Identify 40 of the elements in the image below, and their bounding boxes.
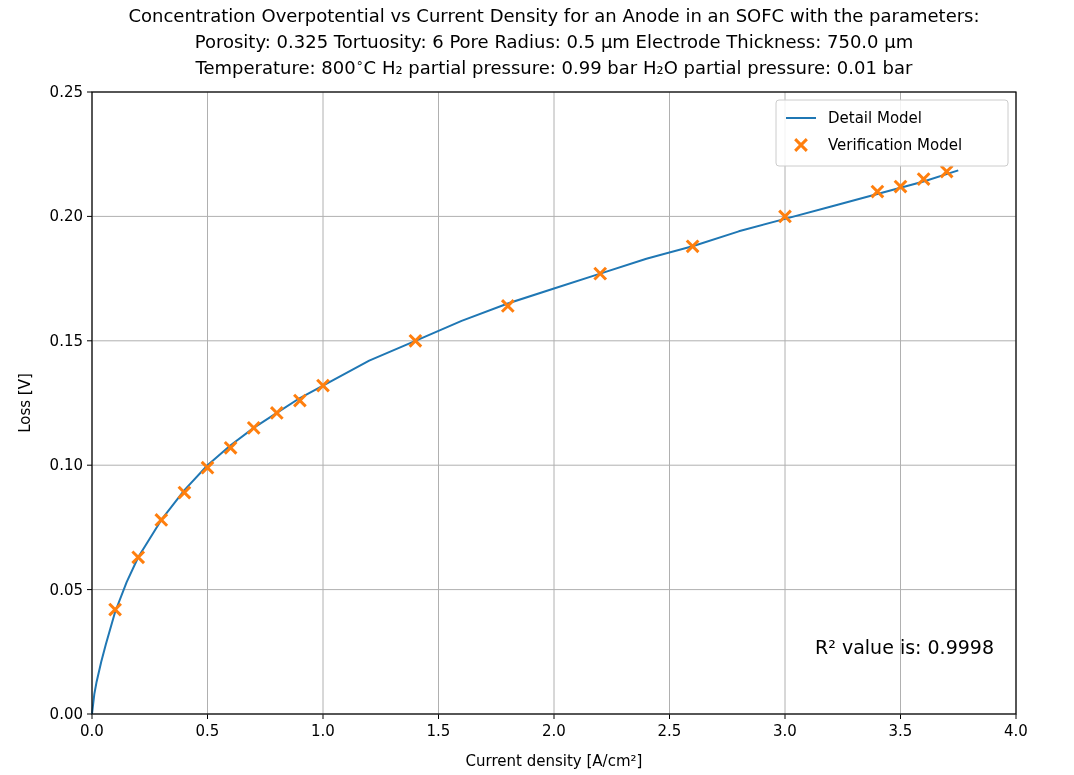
point [500, 298, 516, 314]
point [685, 238, 700, 254]
point [269, 405, 285, 421]
point [246, 420, 262, 436]
x-tick-label: 3.0 [773, 722, 797, 740]
x-tick-label: 1.0 [311, 722, 335, 740]
x-tick-label: 0.5 [195, 722, 220, 740]
point [223, 440, 238, 456]
y-axis-title: Loss [V] [16, 373, 34, 433]
point [893, 179, 908, 194]
y-tick-label: 0.20 [49, 207, 83, 226]
y-tick-label: 0.15 [49, 331, 83, 350]
point [592, 266, 608, 281]
point [870, 184, 885, 199]
y-tick-label: 0.00 [49, 705, 83, 723]
annotation: R² value is: 0.9998 [815, 636, 994, 658]
point [107, 602, 123, 617]
x-tick-label: 0.0 [80, 722, 104, 740]
y-tick-label: 0.05 [49, 580, 83, 599]
point [939, 164, 955, 179]
y-tick-label: 0.10 [49, 456, 83, 475]
x-tick-label: 3.5 [888, 722, 913, 740]
x-tick-label: 2.0 [542, 722, 566, 740]
point [777, 209, 793, 224]
legend-label: Verification Model [828, 136, 963, 154]
y-tick-label: 0.25 [49, 83, 83, 101]
point [292, 393, 308, 408]
point [315, 378, 331, 393]
x-tick-label: 1.5 [426, 722, 451, 740]
point [177, 485, 192, 500]
x-tick-label: 4.0 [1004, 722, 1028, 740]
chart-title: Concentration Overpotential vs Current Density for an Anode in an SOFC with the parameters: Porosity: 0.325 Tortuosity: 6 Pore Radius: 0.5 μm Electrode Thickness: 750.0 μm Temperature: 800$^{∘}$C H₂ partial pressure: 0.99 bar H₂O partial pressure: 0.01 bar [128, 5, 980, 78]
x-axis-title: Current density [A/cm²] [465, 752, 643, 770]
point [916, 171, 931, 187]
point [408, 333, 423, 349]
point [200, 460, 215, 475]
legend-label: Detail Model [828, 109, 922, 127]
point [130, 549, 146, 565]
x-tick-label: 2.5 [657, 722, 682, 740]
point [153, 512, 169, 528]
